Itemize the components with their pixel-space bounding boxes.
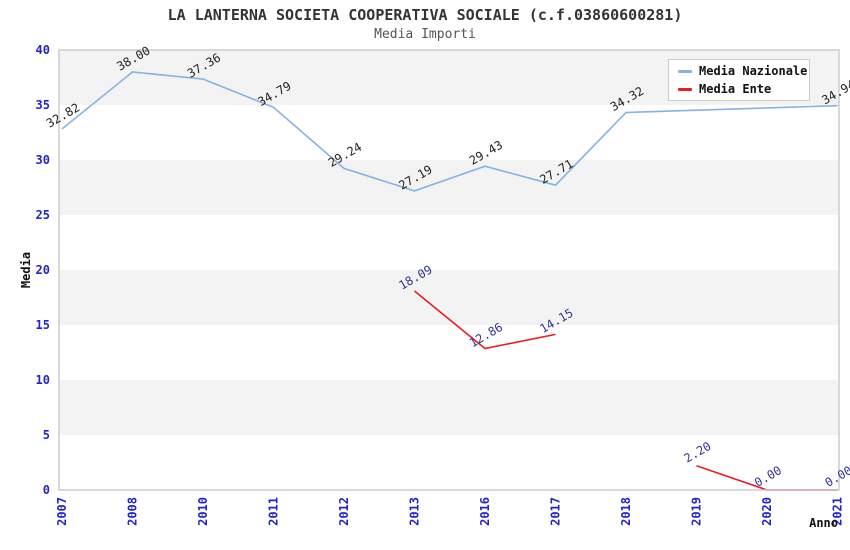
svg-text:15: 15 xyxy=(36,318,50,332)
svg-text:2012: 2012 xyxy=(337,497,351,526)
svg-text:2021: 2021 xyxy=(831,497,845,526)
svg-text:25: 25 xyxy=(36,208,50,222)
svg-text:35: 35 xyxy=(36,98,50,112)
plot-bands xyxy=(59,50,839,490)
legend-label: Media Nazionale xyxy=(699,64,808,78)
svg-text:10: 10 xyxy=(36,373,50,387)
legend-label: Media Ente xyxy=(699,82,772,96)
svg-text:0: 0 xyxy=(43,483,50,497)
plot-frame xyxy=(58,49,840,491)
svg-text:2013: 2013 xyxy=(408,497,422,526)
x-axis-title: Anno xyxy=(809,516,838,530)
y-axis-title: Media xyxy=(19,252,33,288)
svg-text:2020: 2020 xyxy=(760,497,774,526)
legend-item-nazionale: Media Nazionale xyxy=(678,64,809,78)
y-axis-tick-labels: 0 5 10 15 20 25 30 35 40 xyxy=(36,43,50,497)
nazionale-line-swatch-icon xyxy=(678,69,692,73)
chart-subtitle: Media Importi xyxy=(374,27,476,42)
svg-text:5: 5 xyxy=(43,428,50,442)
x-axis-tick-labels: 2007 2008 2010 2011 2012 2013 2016 2017 2018 2019… xyxy=(55,497,845,526)
svg-text:30: 30 xyxy=(36,153,50,167)
svg-text:2010: 2010 xyxy=(196,497,210,526)
svg-text:2016: 2016 xyxy=(478,497,492,526)
legend: Media Nazionale Media Ente xyxy=(668,59,810,101)
legend-item-ente: Media Ente xyxy=(678,82,809,96)
chart-title: LA LANTERNA SOCIETA COOPERATIVA SOCIALE … xyxy=(167,6,683,24)
svg-text:2008: 2008 xyxy=(126,497,140,526)
svg-text:2011: 2011 xyxy=(267,497,281,526)
svg-text:40: 40 xyxy=(36,43,50,57)
svg-text:2007: 2007 xyxy=(55,497,69,526)
svg-text:20: 20 xyxy=(36,263,50,277)
svg-text:2018: 2018 xyxy=(619,497,633,526)
svg-text:2017: 2017 xyxy=(549,497,563,526)
ente-line-swatch-icon xyxy=(678,87,692,91)
svg-text:2019: 2019 xyxy=(690,497,704,526)
